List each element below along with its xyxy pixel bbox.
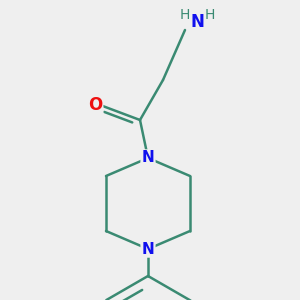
Text: H: H xyxy=(205,8,215,22)
Text: O: O xyxy=(88,96,102,114)
Text: N: N xyxy=(142,151,154,166)
Text: N: N xyxy=(142,242,154,256)
Text: N: N xyxy=(190,13,204,31)
Text: H: H xyxy=(180,8,190,22)
